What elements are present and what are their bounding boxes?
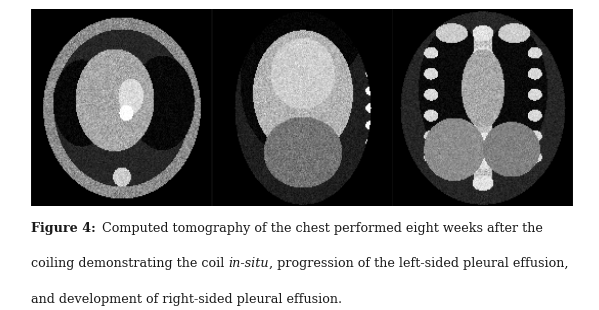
Text: Figure 4:: Figure 4: [31,222,96,235]
Text: in-situ: in-situ [229,257,269,270]
Text: and development of right-sided pleural effusion.: and development of right-sided pleural e… [31,293,342,306]
Text: coiling demonstrating the coil: coiling demonstrating the coil [31,257,229,270]
Text: , progression of the left-sided pleural effusion,: , progression of the left-sided pleural … [269,257,568,270]
Text: Computed tomography of the chest performed eight weeks after the: Computed tomography of the chest perform… [98,222,543,235]
Bar [31,9,573,206]
